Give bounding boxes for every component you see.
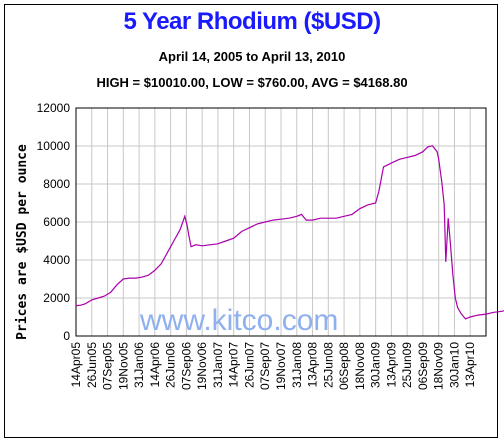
chart-title: 5 Year Rhodium ($USD) [123,8,381,35]
x-tick-label: 30Jan10 [447,342,461,388]
x-tick-label: 25Jun09 [400,342,414,388]
y-tick-label: 4000 [43,253,70,267]
x-tick-labels: 14Apr05 26Jun05 07Sep05 19Nov05 31Jan06 14Apr… [69,342,477,390]
y-tick-label: 2000 [43,291,70,305]
x-tick-label: 07Sep05 [101,342,115,390]
plot-area [75,107,487,337]
x-tick-label: 26Jun05 [85,342,99,388]
x-tick-label: 13Apr08 [306,342,320,388]
x-tick-label: 14Apr05 [69,342,83,388]
y-tick-label: 8000 [43,177,70,191]
chart-subtitle: April 14, 2005 to April 13, 2010 [158,49,346,64]
y-tick-label: 10000 [37,139,71,153]
x-tick-label: 30Jan09 [369,342,383,388]
y-tick-label: 12000 [37,101,71,115]
y-tick-label: 6000 [43,215,70,229]
x-tick-label: 26Jun07 [242,342,256,388]
x-tick-label: 31Jan07 [211,342,225,388]
x-tick-label: 14Apr06 [148,342,162,388]
chart-frame [4,4,498,438]
chart-stats: HIGH = $10010.00, LOW = $760.00, AVG = $… [96,75,408,90]
series-line [75,145,504,320]
x-tick-label: 18Nov09 [432,342,446,390]
x-tick-label: 07Sep07 [258,342,272,390]
grid [76,108,486,336]
x-tick-label: 19Nov05 [116,342,130,390]
y-tick-labels: 0 2000 4000 6000 8000 10000 12000 [37,101,71,343]
x-tick-label: 06Sep09 [416,342,430,390]
x-tick-label: 13Apr10 [463,342,477,388]
y-tick-label: 0 [63,329,70,343]
watermark-text: www.kitco.com [139,304,338,337]
x-tick-label: 13Apr09 [384,342,398,388]
y-axis-label: Prices are $USD per ounce [15,144,30,340]
x-tick-label: 31Jan08 [290,342,304,388]
x-tick-label: 19Nov07 [274,342,288,390]
x-tick-label: 19Nov06 [195,342,209,390]
x-tick-label: 07Sep06 [179,342,193,390]
x-tick-label: 31Jan06 [132,342,146,388]
x-tick-label: 25Jun08 [321,342,335,388]
x-tick-label: 14Apr07 [227,342,241,388]
x-tick-label: 26Jun06 [164,342,178,388]
x-tick-label: 18Nov08 [353,342,367,390]
x-tick-label: 06Sep08 [337,342,351,390]
